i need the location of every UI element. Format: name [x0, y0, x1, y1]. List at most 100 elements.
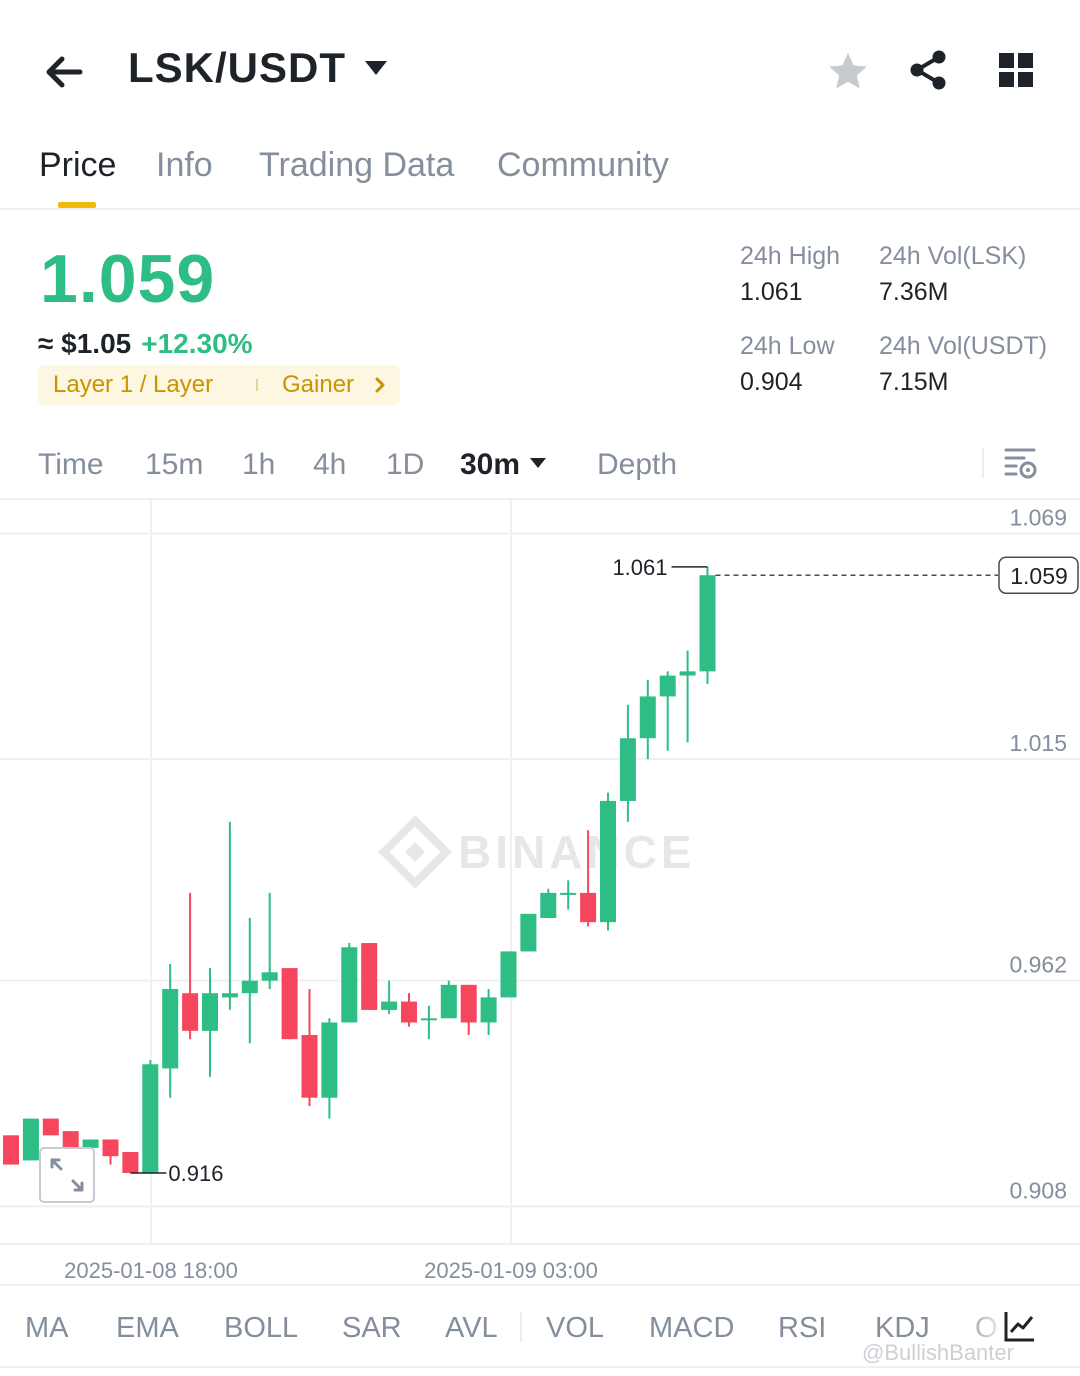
indicator-rsi[interactable]: RSI	[778, 1312, 827, 1344]
candle-body	[261, 972, 278, 981]
tf-1d[interactable]: 1D	[386, 448, 425, 481]
indicator-ma[interactable]: MA	[25, 1312, 69, 1344]
grid-icon[interactable]	[996, 50, 1036, 90]
candle-body	[500, 951, 517, 998]
candle-body	[420, 1018, 437, 1021]
vol-quote-label: 24h Vol(USDT)	[879, 332, 1048, 360]
candle-body	[460, 984, 477, 1023]
star-icon[interactable]	[826, 50, 870, 94]
chevron-right-icon[interactable]	[370, 373, 390, 397]
candle	[202, 968, 218, 1077]
candle	[102, 1139, 119, 1165]
candle-body	[102, 1139, 119, 1157]
y-tick-label: 0.962	[1009, 952, 1067, 978]
candle	[361, 943, 378, 1010]
tf-time[interactable]: Time	[38, 448, 104, 481]
candle-body	[241, 980, 258, 994]
indicator-boll[interactable]: BOLL	[224, 1312, 299, 1344]
low-label: 24h Low	[740, 332, 835, 360]
high-value: 1.061	[740, 278, 803, 306]
current-price-tag	[998, 556, 1079, 594]
indicator-macd[interactable]: MACD	[649, 1312, 735, 1344]
price-chart[interactable]: BINANCE 1.059 1.061 0.916 1.069 1.015 0.962 0…	[0, 500, 1080, 1285]
candle	[600, 792, 616, 931]
candle	[62, 1131, 79, 1148]
candle	[420, 1005, 437, 1040]
timeframe-bar: Time 15m 1h 4h 1D 30m Depth	[0, 440, 1080, 500]
candle-body	[659, 675, 676, 697]
candle-body	[42, 1118, 59, 1136]
candle-body	[162, 989, 179, 1069]
binance-watermark: BINANCE	[378, 815, 692, 889]
tf-4h[interactable]: 4h	[313, 448, 347, 481]
x-tick-label: 2025-01-08 18:00	[64, 1258, 238, 1283]
candle-body	[560, 892, 577, 895]
candle	[639, 679, 656, 760]
candle-body	[62, 1131, 79, 1148]
candle	[619, 704, 636, 822]
tf-15m[interactable]: 15m	[145, 448, 204, 481]
indicator-vol[interactable]: VOL	[546, 1312, 605, 1344]
tab-community[interactable]: Community	[497, 146, 669, 184]
candle-body	[22, 1118, 39, 1161]
candle	[321, 1018, 338, 1119]
indicator-sar[interactable]: SAR	[342, 1312, 402, 1344]
divider	[520, 1312, 522, 1342]
credit-watermark: @BullishBanter	[862, 1340, 1014, 1365]
top-bar: LSK/USDT	[0, 30, 1080, 110]
candle-body	[480, 997, 497, 1023]
min-price-label: 0.916	[168, 1161, 223, 1186]
gainer-tag[interactable]: Gainer	[282, 371, 355, 398]
back-arrow-icon[interactable]	[40, 48, 88, 96]
candle-body	[361, 943, 378, 1010]
tf-30m[interactable]: 30m	[460, 448, 521, 481]
candle-body	[401, 1001, 417, 1023]
candle	[221, 821, 238, 1010]
tf-depth[interactable]: Depth	[597, 448, 678, 481]
tag-bar: Layer 1 / Layer Gainer	[38, 365, 400, 405]
tab-price[interactable]: Price	[39, 146, 117, 184]
candle	[381, 980, 398, 1015]
candle-body	[142, 1064, 159, 1173]
candle-body	[600, 800, 616, 923]
candle-body	[82, 1139, 99, 1148]
candle	[182, 892, 199, 1040]
tab-trading-data[interactable]: Trading Data	[259, 146, 455, 184]
y-tick-label: 0.908	[1009, 1177, 1067, 1203]
candle	[460, 984, 477, 1036]
chart-settings-icon[interactable]	[1002, 444, 1040, 482]
candle	[341, 943, 358, 1023]
candle	[162, 963, 179, 1098]
candle	[401, 993, 417, 1027]
tag-divider	[256, 379, 258, 391]
indicator-ema[interactable]: EMA	[116, 1312, 179, 1344]
y-tick-label: 1.015	[1009, 730, 1067, 756]
candle	[22, 1118, 39, 1161]
expand-chart-button[interactable]	[39, 1147, 95, 1203]
candle-body	[381, 1001, 398, 1010]
pair-title[interactable]: LSK/USDT	[128, 44, 346, 91]
tf-1h[interactable]: 1h	[242, 448, 276, 481]
low-value: 0.904	[740, 368, 803, 396]
x-tick-label: 2025-01-09 03:00	[424, 1258, 598, 1283]
high-label: 24h High	[740, 242, 841, 270]
caret-down-icon[interactable]	[362, 58, 390, 78]
candle	[3, 1135, 19, 1165]
candle-body	[301, 1035, 318, 1098]
candle	[560, 880, 577, 910]
section-tabs: Price Info Trading Data Community	[0, 140, 1080, 210]
candle	[580, 830, 597, 927]
indicator-avl[interactable]: AVL	[445, 1312, 498, 1344]
candle	[241, 917, 258, 1044]
tab-info[interactable]: Info	[156, 146, 213, 184]
category-tag[interactable]: Layer 1 / Layer	[53, 371, 214, 398]
candle-body	[440, 984, 457, 1019]
change-percent: +12.30%	[141, 328, 253, 359]
expand-icon	[50, 1158, 84, 1192]
candle-body	[182, 993, 199, 1031]
indicator-kdj[interactable]: KDJ	[875, 1312, 930, 1344]
indicator-chart-icon[interactable]	[1002, 1308, 1038, 1344]
caret-down-icon[interactable]	[528, 456, 548, 470]
candle-body	[639, 696, 656, 739]
share-icon[interactable]	[906, 48, 950, 92]
